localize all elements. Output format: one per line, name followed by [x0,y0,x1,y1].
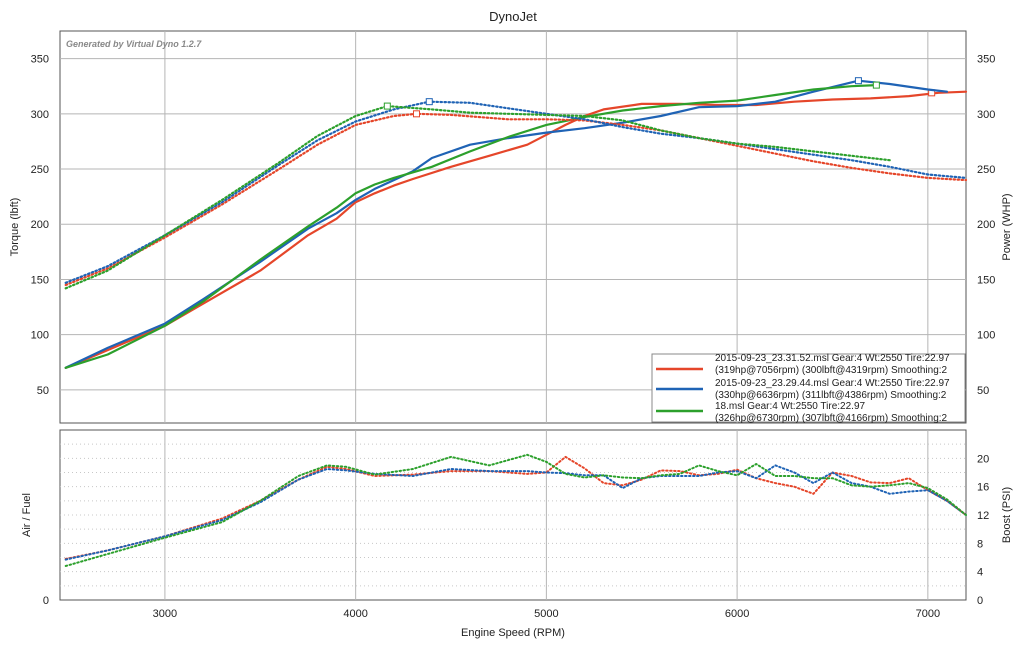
torque-axis-label: Torque (lbft) [9,198,21,257]
peak-marker [412,110,420,118]
rpm-axis-label: Engine Speed (RPM) [461,627,565,639]
boost-curve-2ca02c [64,453,967,567]
legend-entry-blue-line2: (330hp@6636rpm) (311lbft@4386rpm) Smooth… [715,390,947,401]
power-curve-e5462a [64,90,968,369]
boost-tick-label: 4 [977,567,983,579]
rpm-tick-labels: 3000 4000 5000 6000 7000 [153,608,940,620]
rpm-tick-label: 7000 [916,608,940,620]
boost-axis-label: Boost (PSI) [1001,487,1013,543]
boost-tick-label: 8 [977,538,983,550]
peak-marker [383,102,391,110]
rpm-tick-label: 6000 [725,608,749,620]
top-series-group [64,77,968,369]
rpm-tick-label: 5000 [534,608,558,620]
torque-curve-2ca02c [64,105,891,290]
boost-tick-label: 16 [977,482,989,494]
legend-entry-red-line1: 2015-09-23_23.31.52.msl Gear:4 Wt:2550 T… [715,353,950,364]
peak-marker [854,77,862,85]
afr-axis-label: Air / Fuel [21,493,33,537]
torque-tick-label: 150 [31,274,49,286]
legend-box [651,353,966,423]
legend-entry-red-line2: (319hp@7056rpm) (300lbft@4319rpm) Smooth… [715,365,948,376]
boost-curve-1f63b5 [64,464,967,561]
rpm-tick-label: 3000 [153,608,177,620]
legend-entry-green-line1: 18.msl Gear:4 Wt:2550 Tire:22.97 [715,401,866,412]
bottom-series-group [64,453,967,567]
torque-tick-label: 200 [31,219,49,231]
power-tick-labels: 50 100 150 200 250 300 350 [977,54,995,397]
torque-curve-1f63b5 [64,100,968,284]
torque-tick-labels: 50 100 150 200 250 300 350 [31,54,49,397]
power-tick-label: 250 [977,164,995,176]
rpm-tick-label: 4000 [343,608,367,620]
power-tick-label: 300 [977,109,995,121]
boost-tick-label: 0 [977,595,983,607]
power-tick-label: 350 [977,54,995,66]
peak-marker [425,98,433,106]
legend-entry-green-line2: (326hp@6730rpm) (307lbft@4166rpm) Smooth… [715,413,948,424]
torque-tick-label: 300 [31,109,49,121]
power-tick-label: 50 [977,385,989,397]
torque-tick-label: 250 [31,164,49,176]
legend: 2015-09-23_23.31.52.msl Gear:4 Wt:2550 T… [651,353,966,424]
power-tick-label: 150 [977,274,995,286]
boost-tick-label: 12 [977,510,989,522]
peak-marker [872,81,880,89]
torque-tick-label: 50 [37,385,49,397]
torque-power-plot: Generated by Virtual Dyno 1.2.7 50 100 150… [9,30,1013,424]
power-curve-1f63b5 [64,79,948,369]
power-axis-label: Power (WHP) [1001,193,1013,260]
afr-tick-labels: 0 [43,595,49,607]
legend-entry-blue-line1: 2015-09-23_23.29.44.msl Gear:4 Wt:2550 T… [715,378,950,389]
afr-boost-plot: 0 0 4 8 12 16 20 Air / Fuel Boost (PSI) 3000 4… [21,429,1013,639]
chart-title: DynoJet [489,9,537,24]
torque-curve-e5462a [64,112,968,287]
watermark-text: Generated by Virtual Dyno 1.2.7 [66,39,202,49]
power-tick-label: 200 [977,219,995,231]
torque-tick-label: 350 [31,54,49,66]
boost-tick-labels: 0 4 8 12 16 20 [977,453,989,607]
power-tick-label: 100 [977,330,995,342]
afr-tick-label: 0 [43,595,49,607]
torque-tick-label: 100 [31,330,49,342]
power-curve-2ca02c [64,84,878,369]
boost-tick-label: 20 [977,453,989,465]
